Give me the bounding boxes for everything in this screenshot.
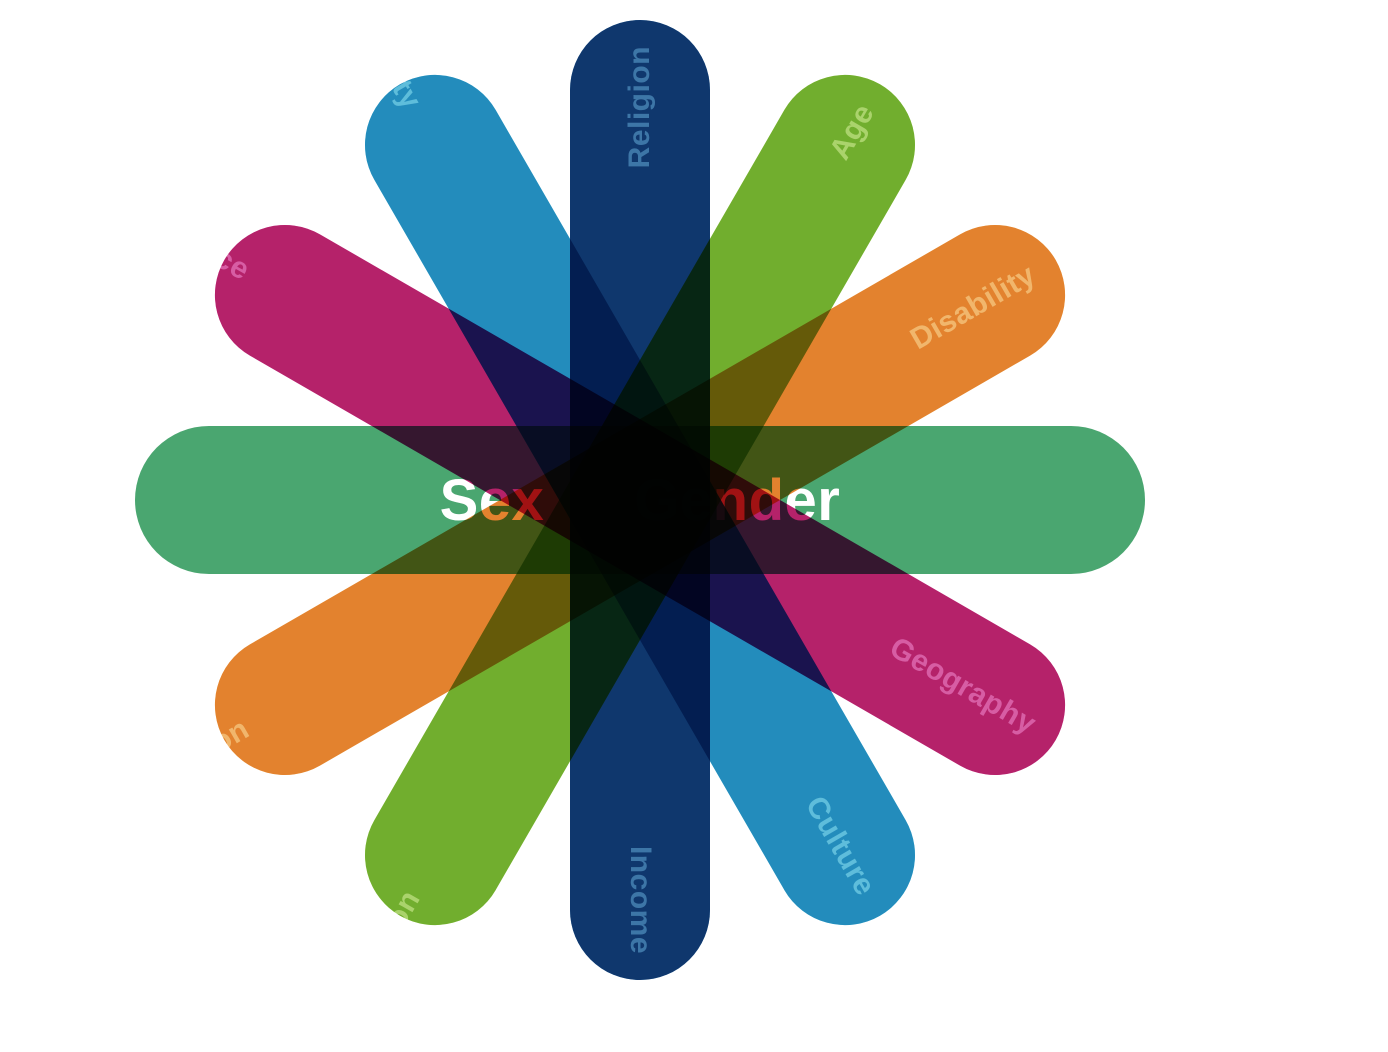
center-bar: Sex Gender: [135, 426, 1145, 574]
petal-label-religion: Religion: [623, 46, 657, 168]
center-label-left: Sex: [440, 467, 545, 534]
center-label-right: Gender: [634, 467, 840, 534]
